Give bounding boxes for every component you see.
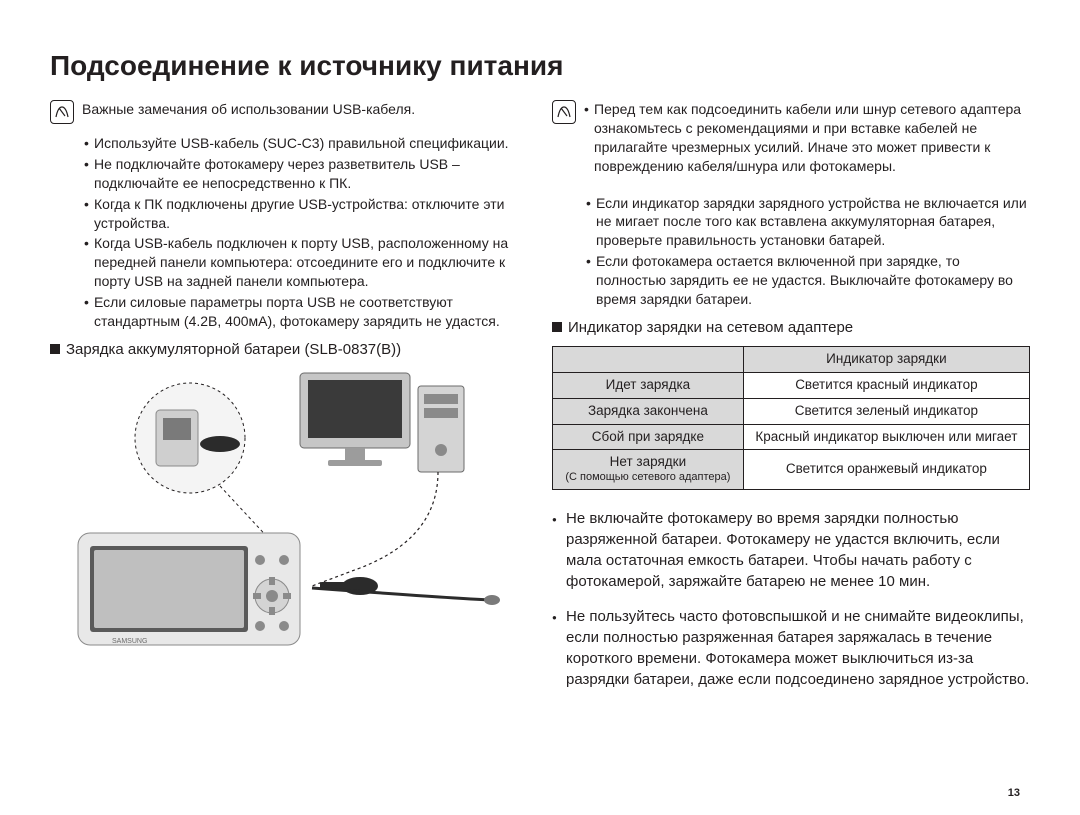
right-note-bullets: Перед тем как подсоединить кабели или шн… (584, 100, 1030, 178)
left-column: Важные замечания об использовании USB-ка… (50, 100, 528, 704)
page-number: 13 (1008, 787, 1020, 799)
table-value: Светится зеленый индикатор (743, 398, 1029, 424)
bullet-item: Если индикатор зарядки зарядного устройс… (586, 194, 1030, 251)
right-note-block: Перед тем как подсоединить кабели или шн… (552, 100, 1030, 184)
table-label: Нет зарядки (С помощью сетевого адаптера… (553, 450, 744, 490)
big-bullet-item: Не включайте фотокамеру во время зарядки… (552, 508, 1030, 592)
right-big-bullets: Не включайте фотокамеру во время зарядки… (552, 508, 1030, 690)
table-value: Светится оранжевый индикатор (743, 450, 1029, 490)
note-icon (552, 100, 576, 124)
right-column: Перед тем как подсоединить кабели или шн… (552, 100, 1030, 704)
table-row: Сбой при зарядке Красный индикатор выклю… (553, 424, 1030, 450)
bullet-item: Когда USB-кабель подключен к порту USB, … (84, 234, 528, 291)
table-row: Идет зарядка Светится красный индикатор (553, 372, 1030, 398)
bullet-item: Перед тем как подсоединить кабели или шн… (584, 100, 1030, 176)
svg-text:SAMSUNG: SAMSUNG (112, 638, 147, 645)
indicator-section-head: Индикатор зарядки на сетевом адаптере (552, 319, 1030, 336)
table-header-empty (553, 346, 744, 372)
left-note-block: Важные замечания об использовании USB-ка… (50, 100, 528, 124)
table-value: Светится красный индикатор (743, 372, 1029, 398)
left-note-first-line: Важные замечания об использовании USB-ка… (82, 100, 415, 119)
table-label: Сбой при зарядке (553, 424, 744, 450)
left-bullet-list: Используйте USB-кабель (SUC-C3) правильн… (50, 134, 528, 331)
bullet-item: Не подключайте фотокамеру через разветви… (84, 155, 528, 193)
note-icon (50, 100, 74, 124)
table-label: Зарядка закончена (553, 398, 744, 424)
big-bullet-item: Не пользуйтесь часто фотовспышкой и не с… (552, 606, 1030, 690)
bullet-item: Если силовые параметры порта USB не соот… (84, 293, 528, 331)
table-label: Идет зарядка (553, 372, 744, 398)
table-label-main: Нет зарядки (610, 454, 686, 469)
right-note-bullets-cont: Если индикатор зарядки зарядного устройс… (552, 194, 1030, 309)
bullet-item: Если фотокамера остается включенной при … (586, 252, 1030, 309)
page-title: Подсоединение к источнику питания (50, 50, 1030, 82)
square-bullet-icon (50, 344, 60, 354)
square-bullet-icon (552, 322, 562, 332)
content-columns: Важные замечания об использовании USB-ка… (50, 100, 1030, 704)
indicator-section-label: Индикатор зарядки на сетевом адаптере (568, 319, 853, 336)
bullet-item: Когда к ПК подключены другие USB-устройс… (84, 195, 528, 233)
table-row: Индикатор зарядки (553, 346, 1030, 372)
bullet-item: Используйте USB-кабель (SUC-C3) правильн… (84, 134, 528, 153)
connection-diagram: SAMSUNG (60, 368, 500, 648)
table-row: Зарядка закончена Светится зеленый индик… (553, 398, 1030, 424)
table-value: Красный индикатор выключен или мигает (743, 424, 1029, 450)
table-label-sub: (С помощью сетевого адаптера) (559, 471, 737, 485)
charging-section-head: Зарядка аккумуляторной батареи (SLB-0837… (50, 341, 528, 358)
table-row: Нет зарядки (С помощью сетевого адаптера… (553, 450, 1030, 490)
charging-section-label: Зарядка аккумуляторной батареи (SLB-0837… (66, 341, 401, 358)
table-header: Индикатор зарядки (743, 346, 1029, 372)
indicator-table: Индикатор зарядки Идет зарядка Светится … (552, 346, 1030, 490)
